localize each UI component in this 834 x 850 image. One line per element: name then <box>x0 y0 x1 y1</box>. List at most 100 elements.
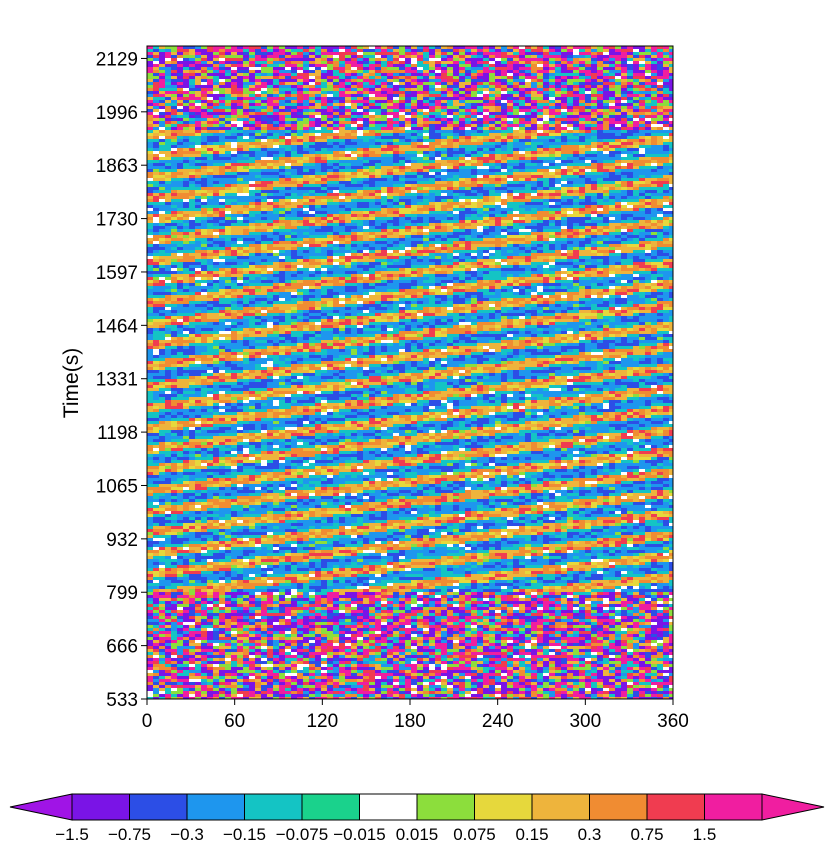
heatmap-cell <box>441 136 447 139</box>
heatmap-cell <box>279 118 285 121</box>
heatmap-cell <box>417 112 423 115</box>
heatmap-cell <box>519 142 525 145</box>
heatmap-cell <box>363 154 369 157</box>
heatmap-cell <box>309 139 315 142</box>
heatmap-cell <box>609 127 615 130</box>
heatmap-cell <box>669 100 675 103</box>
heatmap-cell <box>375 70 381 73</box>
heatmap-cell <box>537 154 543 157</box>
heatmap-cell <box>159 52 165 55</box>
heatmap-cell <box>267 88 273 91</box>
heatmap-cell <box>363 67 369 70</box>
heatmap-cell <box>453 130 459 133</box>
heatmap-cell <box>627 130 633 133</box>
heatmap-cell <box>633 85 639 88</box>
heatmap-cell <box>525 100 531 103</box>
heatmap-cell <box>273 91 279 94</box>
heatmap-cell <box>297 145 303 148</box>
heatmap-cell <box>351 145 357 148</box>
heatmap-cell <box>615 88 621 91</box>
heatmap-cell <box>381 52 387 55</box>
heatmap-cell <box>147 103 153 106</box>
heatmap-cell <box>363 106 369 109</box>
heatmap-cell <box>405 136 411 139</box>
heatmap-cell <box>303 55 309 58</box>
heatmap-cell <box>279 136 285 139</box>
heatmap-cell <box>261 88 267 91</box>
heatmap-cell <box>519 136 525 139</box>
heatmap-cell <box>213 103 219 106</box>
heatmap-cell <box>657 67 663 70</box>
heatmap-cell <box>315 85 321 88</box>
heatmap-cell <box>195 112 201 115</box>
heatmap-cell <box>651 109 657 112</box>
heatmap-cell <box>621 142 627 145</box>
heatmap-cell <box>171 124 177 127</box>
heatmap-cell <box>543 136 549 139</box>
heatmap-cell <box>249 142 255 145</box>
heatmap-cell <box>291 58 297 61</box>
heatmap-cell <box>621 94 627 97</box>
heatmap-cell <box>657 64 663 67</box>
heatmap-cell <box>189 88 195 91</box>
heatmap-cell <box>507 109 513 112</box>
heatmap-cell <box>267 82 273 85</box>
heatmap-cell <box>519 112 525 115</box>
heatmap-cell <box>513 112 519 115</box>
heatmap-cell <box>255 67 261 70</box>
heatmap-cell <box>585 79 591 82</box>
heatmap-cell <box>195 124 201 127</box>
heatmap-cell <box>249 100 255 103</box>
heatmap-cell <box>579 97 585 100</box>
heatmap-cell <box>513 52 519 55</box>
heatmap-cell <box>315 97 321 100</box>
heatmap-cell <box>231 82 237 85</box>
heatmap-cell <box>507 130 513 133</box>
heatmap-cell <box>429 88 435 91</box>
heatmap-cell <box>513 136 519 139</box>
heatmap-cell <box>627 94 633 97</box>
heatmap-cell <box>207 115 213 118</box>
heatmap-cell <box>375 94 381 97</box>
heatmap-cell <box>363 76 369 79</box>
heatmap-cell <box>237 151 243 154</box>
heatmap-cell <box>201 97 207 100</box>
heatmap-cell <box>489 64 495 67</box>
heatmap-cell <box>669 85 675 88</box>
heatmap-cell <box>243 94 249 97</box>
heatmap-cell <box>225 49 231 52</box>
heatmap-cell <box>483 82 489 85</box>
heatmap-cell <box>597 127 603 130</box>
heatmap-cell <box>231 58 237 61</box>
heatmap-cell <box>315 109 321 112</box>
heatmap-cell <box>651 130 657 133</box>
heatmap-cell <box>609 103 615 106</box>
heatmap-cell <box>423 145 429 148</box>
heatmap-cell <box>543 124 549 127</box>
heatmap-cell <box>177 64 183 67</box>
heatmap-cell <box>639 91 645 94</box>
heatmap-cell <box>267 136 273 139</box>
heatmap-cell <box>609 61 615 64</box>
heatmap-cell <box>435 76 441 79</box>
heatmap-cell <box>453 82 459 85</box>
heatmap-cell <box>279 124 285 127</box>
heatmap-cell <box>195 73 201 76</box>
heatmap-cell <box>477 58 483 61</box>
heatmap-cell <box>225 130 231 133</box>
heatmap-cell <box>177 49 183 52</box>
heatmap-cell <box>207 109 213 112</box>
heatmap-cell <box>159 121 165 124</box>
heatmap-cell <box>375 55 381 58</box>
heatmap-cell <box>663 118 669 121</box>
heatmap-cell <box>171 160 177 163</box>
heatmap-cell <box>405 154 411 157</box>
heatmap-cell <box>477 130 483 133</box>
heatmap-cell <box>651 70 657 73</box>
heatmap-cell <box>363 58 369 61</box>
heatmap-cell <box>435 103 441 106</box>
heatmap-cell <box>285 154 291 157</box>
heatmap-cell <box>627 121 633 124</box>
heatmap-cell <box>453 106 459 109</box>
heatmap-cell <box>501 100 507 103</box>
